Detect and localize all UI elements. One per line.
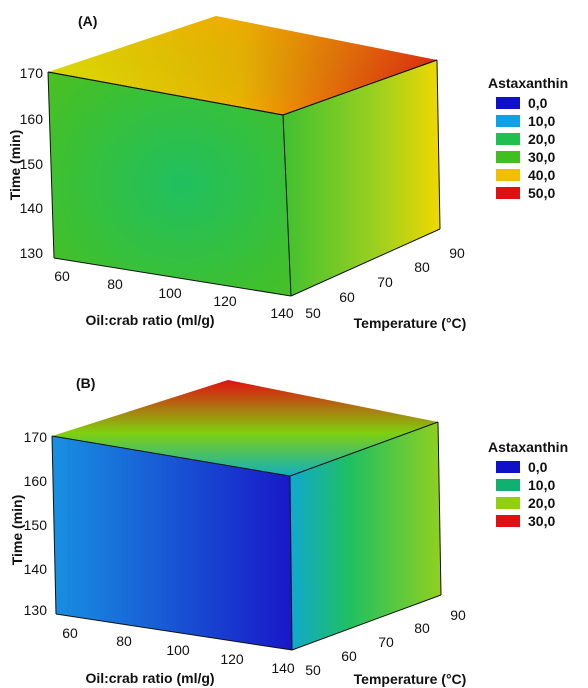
panel-b-temperature-tick: 50 bbox=[305, 662, 321, 678]
panel-b-edge-front-side bbox=[289, 475, 293, 651]
panel-b-edge-front-left bbox=[51, 435, 57, 615]
panel-b-legend-label: 30,0 bbox=[528, 513, 555, 529]
panel-a-time-tick: 140 bbox=[20, 200, 44, 216]
panel-a-legend-label: 40,0 bbox=[528, 167, 555, 183]
panel-b-edge-side-top bbox=[289, 421, 439, 477]
panel-a-legend-label: 50,0 bbox=[528, 185, 555, 201]
panel-a-legend-label: 30,0 bbox=[528, 149, 555, 165]
panel-a-legend-swatch bbox=[496, 169, 520, 181]
panel-b-time-tick: 140 bbox=[24, 561, 48, 577]
panel-b: (B) 170 160 150 140 130 Time (min) 60 80… bbox=[9, 375, 568, 687]
panel-a-edge-side-bottom bbox=[290, 228, 441, 297]
panel-b-temperature-tick: 60 bbox=[341, 648, 357, 664]
panel-b-legend-title: Astaxanthin bbox=[488, 439, 568, 455]
panel-b-front-face bbox=[52, 436, 292, 650]
panel-a-edge-front-left bbox=[47, 71, 55, 259]
panel-b-temperature-axis-label: Temperature (°C) bbox=[354, 671, 467, 687]
panel-b-legend-entries: 0,0 10,0 20,0 30,0 bbox=[496, 459, 555, 529]
panel-b-temperature-tick: 80 bbox=[414, 620, 430, 636]
panel-a-front-face bbox=[48, 72, 291, 296]
panel-b-legend-label: 0,0 bbox=[528, 459, 548, 475]
panel-b-legend-swatch bbox=[496, 497, 520, 509]
panel-b-ratio-axis-label: Oil:crab ratio (ml/g) bbox=[85, 670, 214, 686]
panel-a-edge-side-right bbox=[436, 59, 441, 230]
panel-a-time-tick: 170 bbox=[20, 65, 44, 81]
panel-a-legend-swatch bbox=[496, 115, 520, 127]
panel-a-legend-label: 20,0 bbox=[528, 131, 555, 147]
panel-a-top-face-shade bbox=[48, 16, 437, 115]
panel-a-temperature-axis-label: Temperature (°C) bbox=[354, 315, 467, 331]
panel-a-ratio-axis-label: Oil:crab ratio (ml/g) bbox=[85, 312, 214, 328]
panel-b-ratio-tick: 100 bbox=[166, 642, 190, 658]
panel-b-time-tick: 150 bbox=[24, 517, 48, 533]
panel-a-time-axis-label: Time (min) bbox=[7, 130, 23, 201]
panel-a-temperature-tick: 90 bbox=[449, 245, 465, 261]
panel-a-legend: Astaxanthin 0,0 10,0 20,0 30,0 40,0 50,0 bbox=[488, 75, 568, 201]
panel-a-legend-swatch bbox=[496, 133, 520, 145]
panel-b-edge-front-bottom bbox=[55, 613, 293, 651]
panel-a-edge-front-bottom bbox=[53, 257, 292, 297]
panel-b-ratio-tick: 120 bbox=[220, 651, 244, 667]
panel-a-legend-swatch bbox=[496, 187, 520, 199]
panel-a-edge-front-top bbox=[47, 71, 284, 116]
panel-a-ratio-tick: 80 bbox=[107, 276, 123, 292]
panel-a-legend-title: Astaxanthin bbox=[488, 75, 568, 91]
panel-a-time-tick: 160 bbox=[20, 111, 44, 127]
panel-a-legend-swatch bbox=[496, 97, 520, 109]
panel-a-legend-swatch bbox=[496, 151, 520, 163]
panel-b-temperature-tick: 90 bbox=[450, 607, 466, 623]
panel-b-ratio-tick: 60 bbox=[62, 625, 78, 641]
panel-b-edge-front-top bbox=[51, 435, 291, 477]
panel-a-ratio-tick: 100 bbox=[158, 285, 182, 301]
panel-b-ratio-tick: 140 bbox=[271, 660, 295, 676]
panel-a: (A) 170 160 150 140 130 Time (min) 60 80… bbox=[7, 13, 568, 331]
panel-b-edge-side-right bbox=[437, 421, 442, 596]
panel-a-edge-front-side bbox=[282, 114, 292, 297]
panel-a-label: (A) bbox=[78, 13, 97, 29]
panel-b-time-tick: 170 bbox=[24, 429, 48, 445]
panel-a-ratio-tick: 120 bbox=[213, 293, 237, 309]
panel-a-legend-label: 0,0 bbox=[528, 95, 548, 111]
panel-a-ratio-tick: 60 bbox=[54, 268, 70, 284]
panel-a-edge-side-top bbox=[282, 59, 438, 116]
panel-b-time-tick: 160 bbox=[24, 473, 48, 489]
panel-a-temperature-tick: 80 bbox=[414, 259, 430, 275]
panel-b-time-tick: 130 bbox=[24, 602, 48, 618]
panel-b-time-axis-label: Time (min) bbox=[9, 495, 25, 566]
panel-a-side-face bbox=[283, 60, 440, 296]
panel-a-temperature-tick: 50 bbox=[305, 305, 321, 321]
panel-a-time-tick: 150 bbox=[20, 156, 44, 172]
panel-a-legend-label: 10,0 bbox=[528, 113, 555, 129]
panel-b-ratio-tick: 80 bbox=[116, 633, 132, 649]
panel-a-legend-entries: 0,0 10,0 20,0 30,0 40,0 50,0 bbox=[496, 95, 555, 201]
panel-b-legend: Astaxanthin 0,0 10,0 20,0 30,0 bbox=[488, 439, 568, 529]
panel-a-temperature-tick: 60 bbox=[339, 289, 355, 305]
panel-b-side-face bbox=[290, 422, 441, 650]
panel-b-legend-swatch bbox=[496, 515, 520, 527]
panel-a-temperature-tick: 70 bbox=[377, 274, 393, 290]
panel-b-legend-swatch bbox=[496, 461, 520, 473]
panel-b-legend-label: 20,0 bbox=[528, 495, 555, 511]
panel-b-temperature-tick: 70 bbox=[378, 634, 394, 650]
panel-b-legend-swatch bbox=[496, 479, 520, 491]
panel-b-label: (B) bbox=[76, 375, 95, 391]
panel-a-ratio-tick: 140 bbox=[270, 305, 294, 321]
panel-b-edge-side-bottom bbox=[291, 594, 442, 651]
panel-a-time-tick: 130 bbox=[20, 245, 44, 261]
panel-b-legend-label: 10,0 bbox=[528, 477, 555, 493]
